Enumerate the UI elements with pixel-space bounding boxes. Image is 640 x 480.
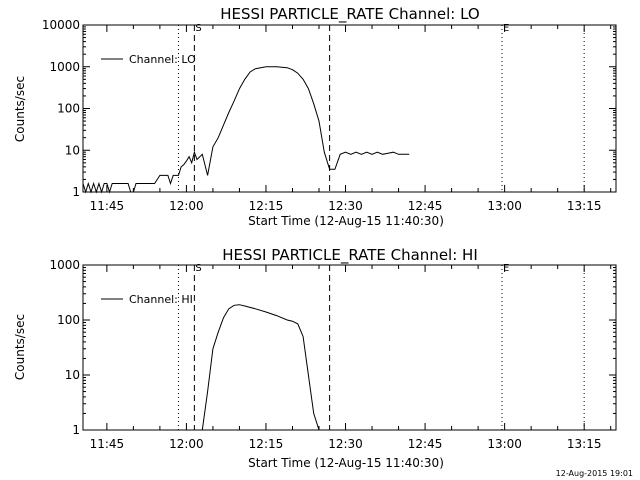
lo-x-tick-label: 12:30 <box>328 199 363 213</box>
lo-x-tick-label: 12:00 <box>169 199 204 213</box>
lo-y-axis-label: Counts/sec <box>13 76 27 142</box>
lo-chart-title: HESSI PARTICLE_RATE Channel: LO <box>220 5 479 24</box>
hi-x-tick-label: 12:00 <box>169 437 204 451</box>
lo-x-tick-label: 13:00 <box>487 199 522 213</box>
hi-plot-frame <box>82 264 617 431</box>
lo-y-tick-label: 10000 <box>42 18 80 32</box>
hi-y-tick-label: 10 <box>65 368 80 382</box>
hi-series-line <box>201 304 320 431</box>
hi-x-tick-label: 12:30 <box>328 437 363 451</box>
hi-x-tick-label: 13:15 <box>567 437 602 451</box>
hi-chart-title: HESSI PARTICLE_RATE Channel: HI <box>222 246 478 265</box>
hi-y-tick-label: 1 <box>72 423 80 437</box>
hi-legend-label: Channel: HI <box>129 293 193 306</box>
lo-y-tick-label: 100 <box>57 102 80 116</box>
lo-y-tick-label: 1 <box>72 185 80 199</box>
hi-time-marker-label: S <box>195 263 201 274</box>
hi-x-tick-label: 11:45 <box>90 437 125 451</box>
hi-x-tick-label: 12:45 <box>408 437 443 451</box>
lo-x-tick-label: 12:45 <box>408 199 443 213</box>
hi-chart-panel: 1 10 100 1000 11:45 12:00 12:15 12:30 12:45 13:00… <box>49 258 617 451</box>
lo-time-marker-label: S <box>195 23 201 34</box>
hi-x-tick-label: 13:00 <box>487 437 522 451</box>
lo-y-tick-label: 10 <box>65 143 80 157</box>
hi-x-tick-label: 12:15 <box>249 437 284 451</box>
lo-series-line <box>82 66 410 194</box>
lo-x-tick-label: 12:15 <box>249 199 284 213</box>
footer-timestamp: 12-Aug-2015 19:01 <box>556 469 633 478</box>
hi-y-axis-label: Counts/sec <box>13 314 27 380</box>
hi-x-axis-label: Start Time (12-Aug-15 11:40:30) <box>248 456 444 470</box>
lo-x-tick-label: 13:15 <box>567 199 602 213</box>
lo-y-tick-label: 1000 <box>49 60 80 74</box>
lo-x-axis-label: Start Time (12-Aug-15 11:40:30) <box>248 214 444 228</box>
lo-x-tick-label: 11:45 <box>90 199 125 213</box>
hi-y-tick-label: 100 <box>57 313 80 327</box>
lo-chart-panel: 1 10 100 1000 10000 11:45 12:00 12:15 12:30 12:45… <box>42 18 617 213</box>
lo-time-marker-label: E <box>503 23 509 34</box>
lo-legend-label: Channel: LO <box>129 53 196 66</box>
hi-y-tick-label: 1000 <box>49 258 80 272</box>
hi-time-marker-label: E <box>503 263 509 274</box>
